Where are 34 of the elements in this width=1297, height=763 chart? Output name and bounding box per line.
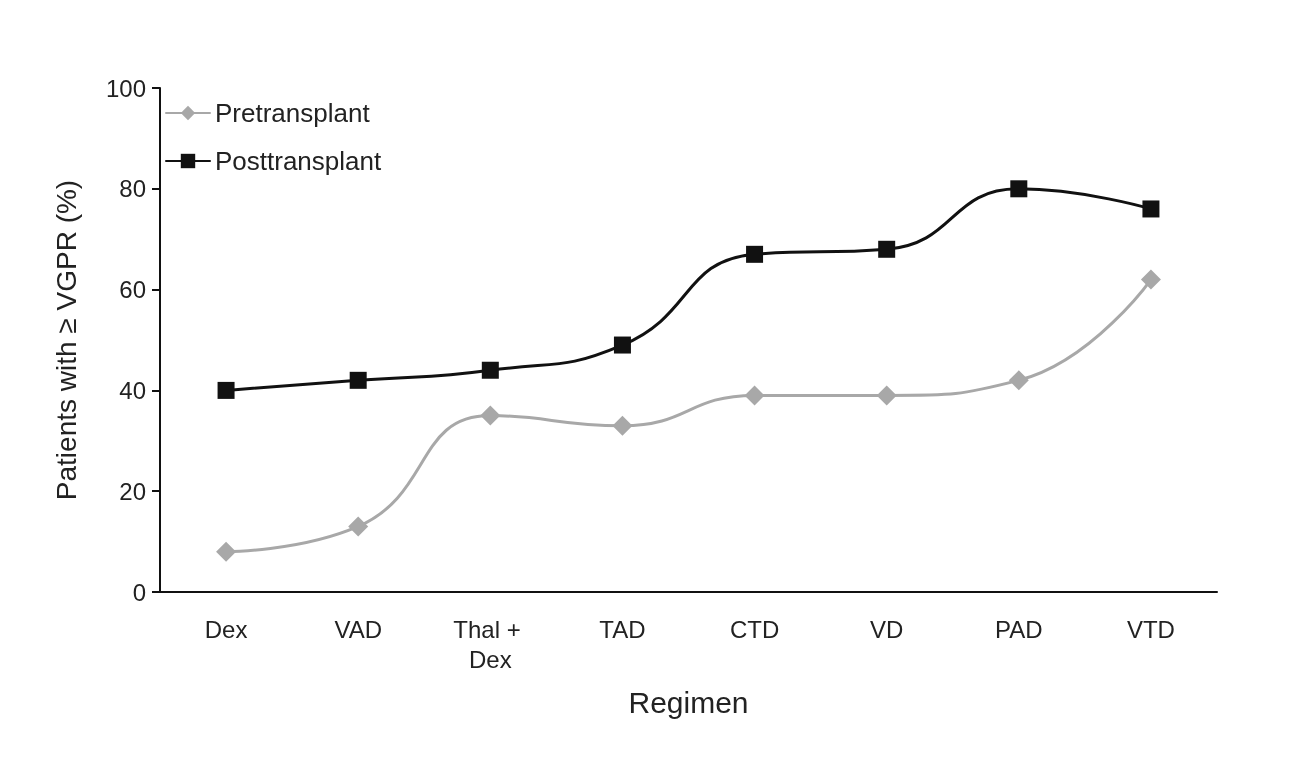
point xyxy=(349,371,367,389)
point xyxy=(216,541,237,562)
point xyxy=(1008,370,1029,391)
point xyxy=(746,245,764,263)
point xyxy=(744,385,765,406)
x-axis-title: Regimen xyxy=(628,685,749,719)
y-tick-label: 100 xyxy=(105,74,146,102)
y-axis-title: Patients with ≥ VGPR (%) xyxy=(50,179,82,501)
point xyxy=(217,381,235,399)
point xyxy=(1140,269,1161,290)
y-tick-label: 0 xyxy=(132,578,146,606)
point xyxy=(348,516,369,537)
legend-label: Posttransplant xyxy=(215,146,382,176)
y-tick-label: 20 xyxy=(119,477,146,505)
point xyxy=(480,405,501,426)
y-tick-label: 40 xyxy=(119,376,146,404)
x-tick-label: VAD xyxy=(334,615,382,643)
x-tick-label: Thal + Dex xyxy=(453,615,528,673)
x-tick-label: TAD xyxy=(599,615,646,643)
point xyxy=(613,336,631,354)
y-tick-label: 60 xyxy=(119,276,146,304)
x-tick-label: Dex xyxy=(204,615,248,643)
point xyxy=(876,385,897,406)
x-tick-label: CTD xyxy=(729,615,780,643)
point xyxy=(481,361,499,379)
point xyxy=(878,240,896,258)
x-tick-label: VD xyxy=(870,615,904,643)
point xyxy=(1142,200,1160,218)
point xyxy=(1010,180,1028,198)
y-tick-label: 80 xyxy=(119,175,146,203)
legend-label: Pretransplant xyxy=(215,98,371,128)
x-tick-label: VTD xyxy=(1126,615,1175,643)
x-tick-label: PAD xyxy=(995,615,1043,643)
point xyxy=(612,415,633,436)
